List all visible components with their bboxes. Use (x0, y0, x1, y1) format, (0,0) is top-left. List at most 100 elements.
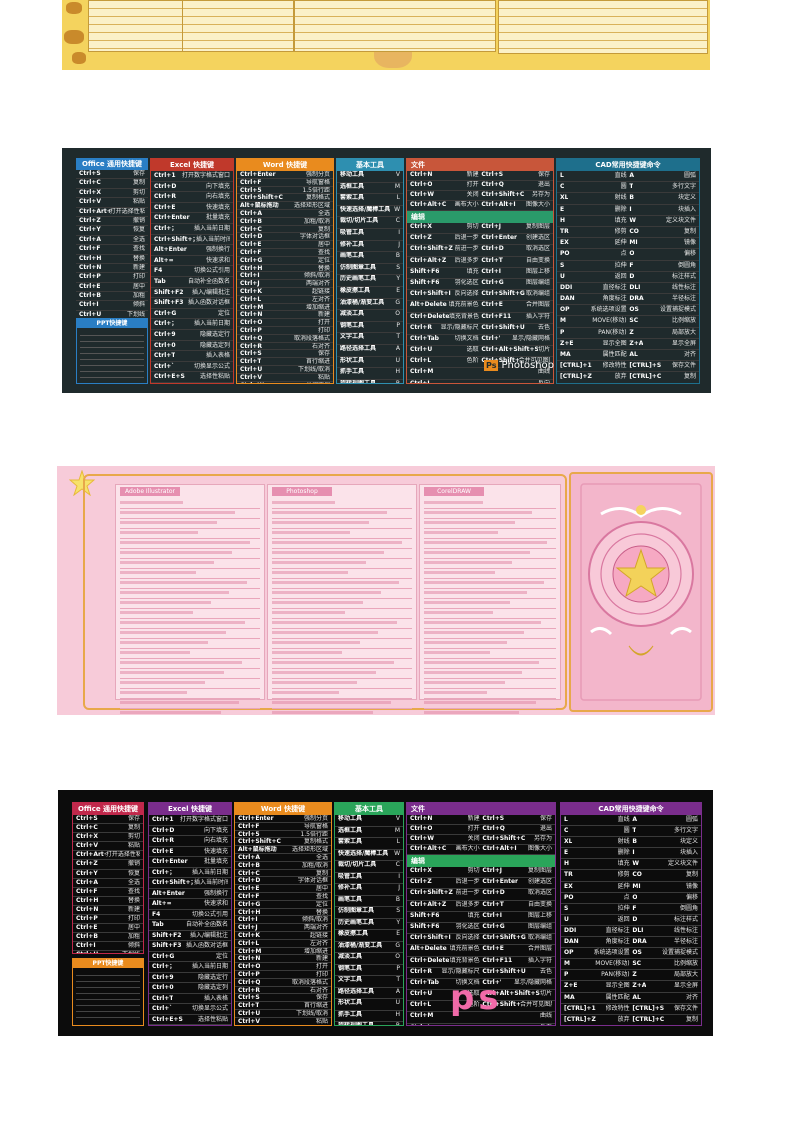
file-shortcut-list: Ctrl+N 新建 Ctrl+S 保存 Ctrl+O 打开 Ctrl+Q 退出 Ctrl+W 关闭… (407, 171, 553, 211)
edit-shortcut-row: Shift+F6 羽化选区 Ctrl+G 图层编组 (407, 279, 553, 291)
shortcut-key: Ctrl+R (410, 967, 432, 975)
shortcut-key: Ctrl+Alt+Shift+S (482, 990, 540, 998)
shortcut-description: 反向选择 (454, 290, 479, 298)
shortcut-key: Ctrl+T (152, 994, 174, 1002)
shortcut-description: 镜像 (683, 239, 696, 247)
basic-tools-header: 基本工具 (335, 803, 403, 815)
shortcut-description: 剪切 (466, 223, 479, 230)
fine-print-line (424, 621, 556, 629)
cad-shortcut-row: Z+E 显示全图 Z+A 显示全屏 (557, 339, 699, 350)
shortcut-description: 隐藏选定列 (197, 984, 228, 991)
shortcut-description: 返回 (617, 915, 630, 923)
shortcut-description: A (395, 344, 400, 352)
shortcut-description: 新建 (315, 955, 328, 963)
shortcut-key: Ctrl+O (410, 825, 433, 832)
photoshop-logo: Ps Photoshop (484, 360, 554, 371)
shortcut-key: Ctrl+Shift+C (240, 194, 283, 202)
edit-shortcut-row: Ctrl+Tab 切换文档 Ctrl+' 显示/隐藏网格 (407, 979, 555, 991)
excel-shortcut-list: Ctrl+1 打开数字格式窗口 Ctrl+D 向下填充 Ctrl+R 向右填充 Ctrl+E… (149, 815, 231, 1025)
office-shortcut-row: Ctrl+Art+v打开选择性粘贴 (73, 851, 143, 861)
shortcut-key: Z+A (632, 982, 647, 990)
shortcut-description: 取消编组 (525, 290, 550, 298)
shortcut-key: Ctrl+Enter (240, 171, 276, 178)
shortcut-key: Ctrl+E (481, 301, 503, 309)
excel-column: Excel 快捷键 Ctrl+1 打开数字格式窗口 Ctrl+D 向下填充 Ctrl+R… (148, 802, 232, 1026)
office-header: Office 通用快捷键 (73, 803, 143, 815)
shortcut-key: SC (629, 317, 639, 325)
shortcut-key: PO (564, 893, 574, 901)
fine-print-line (424, 571, 556, 579)
shortcut-key: Ctrl+C (76, 824, 98, 832)
shortcut-key: C (564, 827, 569, 835)
shortcut-description: 自动补全函数名 (185, 921, 228, 928)
shortcut-key: 旋转视图工具 (340, 379, 377, 384)
shortcut-key: XL (560, 194, 569, 202)
shortcut-description: L (396, 838, 400, 845)
cad-shortcut-row: PO 点 O 偏移 (557, 249, 699, 261)
shortcut-key: Z+E (564, 982, 578, 990)
cad-shortcut-row: U 返回 D 标注样式 (557, 272, 699, 283)
shortcut-description: 射线 (614, 194, 627, 202)
shortcut-description: 显示/隐藏标尺 (441, 967, 480, 975)
cad-shortcut-row: [CTRL]+Z 放弃 [CTRL]+C 复制 (557, 372, 699, 383)
shortcut-key: DAN (564, 938, 579, 946)
shortcut-key: Ctrl+； (152, 868, 176, 876)
shortcut-description: 新建 (132, 263, 145, 271)
office-shortcut-row: Ctrl+X 剪切 (76, 189, 148, 199)
shortcut-key: O (629, 250, 635, 258)
excel-shortcut-row: Shift+F2 插入/编辑批注 (151, 288, 233, 299)
shortcut-description: 居中 (315, 885, 328, 892)
shortcut-key: A (629, 172, 635, 179)
shortcut-description: 插入/编辑批注 (189, 931, 228, 939)
fine-print-line (272, 521, 412, 529)
shortcut-description: 填充 (466, 267, 479, 275)
excel-shortcut-row: Shift+F3 插入函数对话框 (149, 941, 231, 952)
word-shortcut-row: Ctrl+Enter 强制分页 (237, 171, 333, 179)
fine-print-line (424, 661, 556, 669)
shortcut-description: PAN(移动) (598, 328, 627, 336)
shortcut-key: 减淡工具 (340, 310, 365, 318)
shortcut-key: D (629, 272, 635, 280)
shortcut-description: 保存 (537, 171, 550, 178)
shortcut-description: 倒圆角 (679, 904, 698, 912)
shortcut-key: Ctrl+O (410, 181, 433, 188)
shortcut-key: Ctrl+9 (152, 973, 174, 981)
edit-shortcut-row: Ctrl+U 选取 Ctrl+Alt+Shift+S 切片 (407, 346, 553, 358)
word-shortcut-row: Ctrl+K 超链接 (237, 288, 333, 296)
shortcut-description: 多行文字 (671, 183, 696, 191)
excel-shortcut-row: Ctrl+` 切换显示公式 (151, 362, 233, 373)
excel-shortcut-row: Ctrl+9 隐藏选定行 (149, 973, 231, 983)
word-shortcut-row: Ctrl+Shift+C 复制格式 (237, 194, 333, 203)
excel-shortcut-list: Ctrl+1 打开数字格式窗口 Ctrl+D 向下填充 Ctrl+R 向右填充 Ctrl+E… (151, 171, 233, 383)
shortcut-key: 抓手工具 (340, 368, 365, 376)
word-shortcut-row: Ctrl+Q 取消段落格式 (237, 335, 333, 343)
shortcut-description: 退出 (539, 825, 552, 832)
shortcut-description: O (395, 310, 400, 318)
shortcut-description: 左对齐 (311, 295, 330, 303)
cad-shortcut-row: L 直线 A 圆弧 (557, 171, 699, 183)
shortcut-key: Ctrl+K (240, 287, 262, 295)
basic-shortcut-row: 减淡工具 O (335, 953, 403, 965)
office-shortcut-row: Ctrl+N 新建 (76, 263, 148, 274)
file-edit-column: 文件 Ctrl+N 新建 Ctrl+S 保存 Ctrl+O 打开 Ctrl+Q 退出 Ctrl+… (406, 158, 554, 384)
magic-circle-card (569, 472, 713, 712)
shortcut-description: 打印 (132, 273, 145, 281)
shortcut-description: 向下填充 (205, 182, 230, 190)
shortcut-key: Ctrl+R (238, 986, 260, 994)
ppt-fine-print (77, 328, 147, 380)
cad-shortcut-row: PO 点 O 偏移 (561, 893, 701, 904)
fine-print-line (272, 581, 412, 589)
shortcut-description: 倾斜 (132, 301, 145, 309)
file-edit-column: 文件 Ctrl+N 新建 Ctrl+S 保存 Ctrl+O 打开 Ctrl+Q 退出 Ctrl+… (406, 802, 556, 1026)
fine-print-line (120, 601, 260, 609)
basic-shortcut-row: 路径选择工具 A (337, 345, 403, 357)
shortcut-description: 切片 (539, 990, 552, 998)
shortcut-key: [CTRL]+S (632, 1004, 665, 1012)
shortcut-key: Ctrl+Q (240, 334, 263, 342)
shortcut-description: 图像大小 (527, 845, 552, 852)
shortcut-key: Ctrl+E (482, 945, 504, 953)
shortcut-description: 查找 (315, 892, 328, 900)
shortcut-key: 仿制图章工具 (340, 263, 377, 271)
shortcut-key: Ctrl+1 (154, 172, 176, 179)
shortcut-description: 点 (623, 893, 630, 901)
